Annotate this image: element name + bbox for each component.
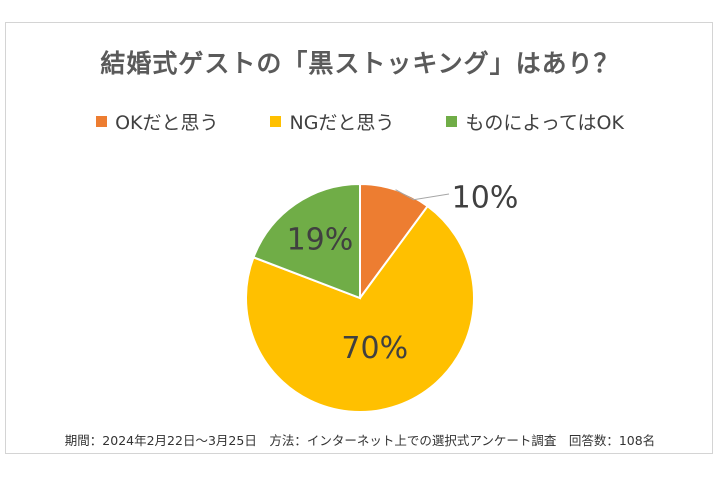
legend-swatch-ng bbox=[270, 115, 282, 127]
leader-line-ok bbox=[395, 189, 450, 201]
legend: OKだと思う NGだと思う ものによってはOK bbox=[0, 106, 720, 136]
legend-item-depends: ものによってはOK bbox=[446, 108, 624, 135]
data-label-depends: 19% bbox=[287, 222, 354, 257]
pie-slice-depends bbox=[252, 182, 361, 300]
data-label-ng: 70% bbox=[341, 331, 408, 366]
legend-item-ng: NGだと思う bbox=[270, 108, 394, 135]
legend-label-ng: NGだと思う bbox=[289, 111, 395, 134]
data-label-ok: 10% bbox=[452, 181, 519, 216]
legend-label-ok: OKだと思う bbox=[115, 111, 219, 134]
pie-slice-ng bbox=[245, 204, 475, 413]
chart-title: 結婚式ゲストの「黒ストッキング」はあり？ bbox=[100, 49, 620, 78]
legend-swatch-depends bbox=[446, 115, 458, 127]
legend-item-ok: OKだと思う bbox=[96, 108, 218, 135]
legend-label-depends: ものによってはOK bbox=[465, 111, 624, 134]
legend-swatch-ok bbox=[96, 115, 108, 127]
survey-footer: 期間：2024年2月22日～3月25日 方法：インターネット上での選択式アンケー… bbox=[64, 433, 656, 448]
